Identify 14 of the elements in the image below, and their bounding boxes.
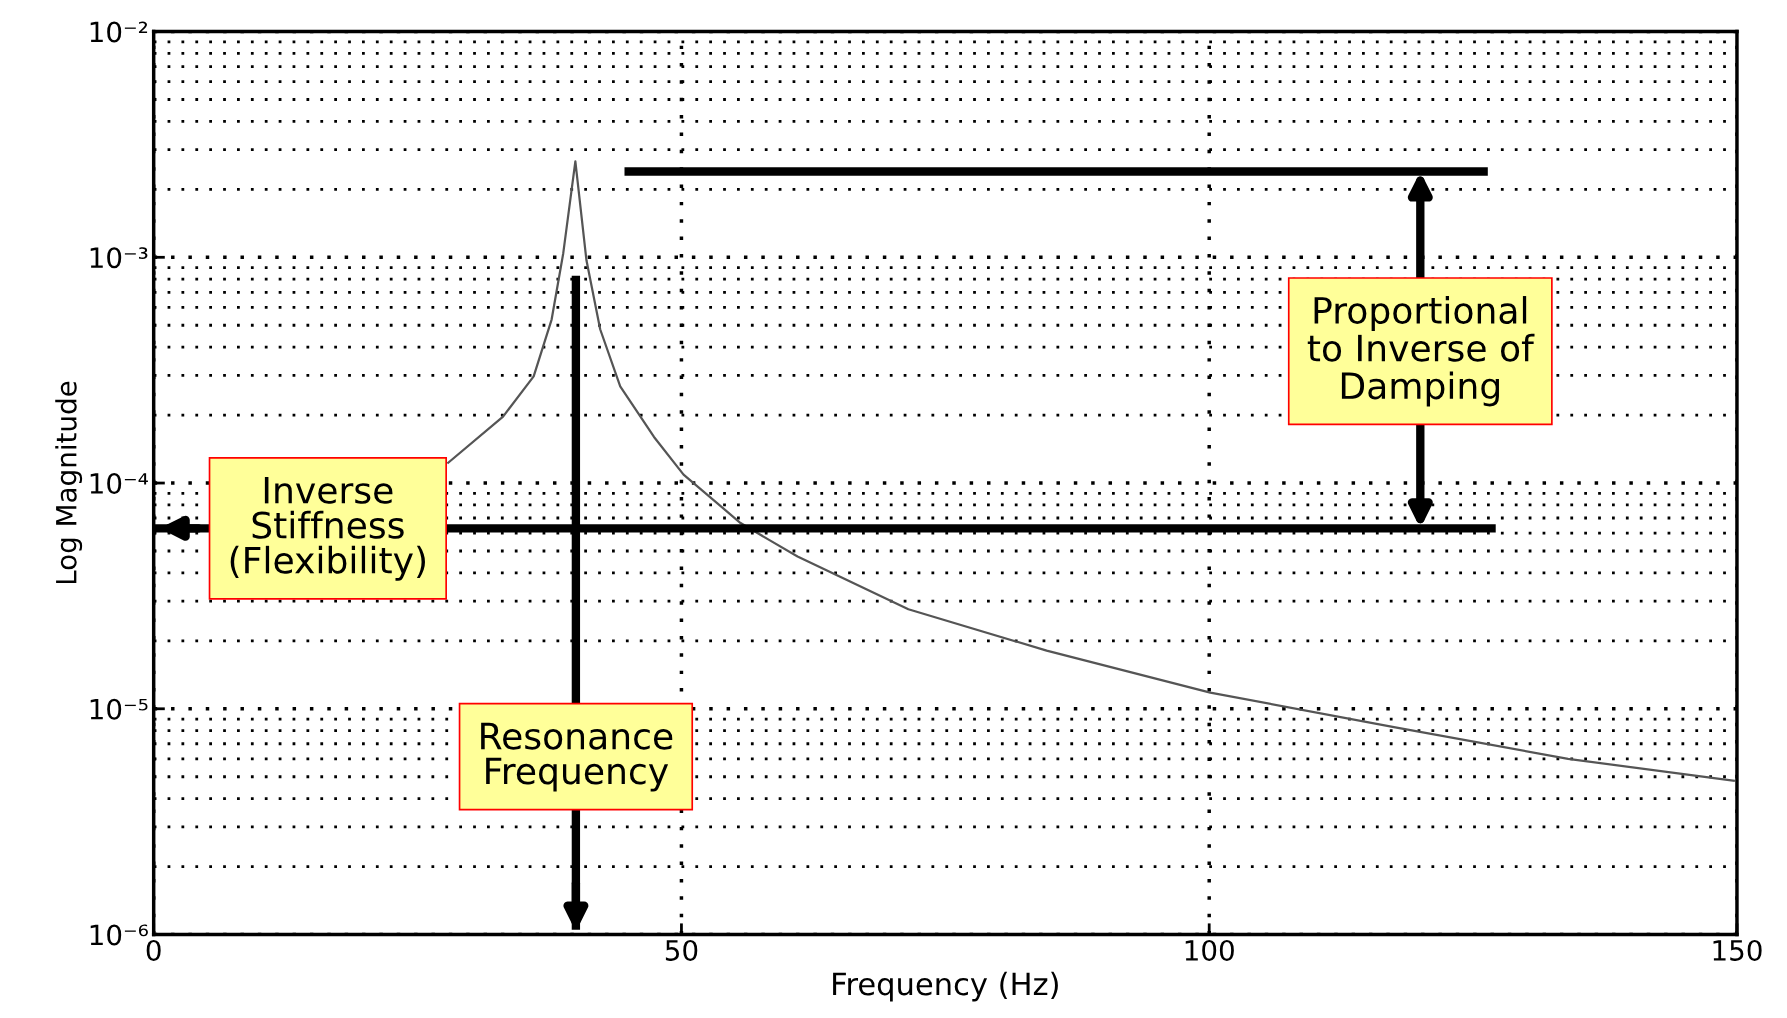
ref-line-label: Resonance Frequency (481, 722, 673, 792)
x-tick-label: 0 (146, 939, 161, 961)
y-tick-label: 10⁻² (90, 21, 148, 43)
ref-line-label: Inverse Stiffness (Flexibility) (230, 477, 425, 581)
y-axis-title: Log Magnitude (55, 381, 83, 584)
y-tick-label: 10⁻⁴ (90, 472, 148, 494)
x-tick-label: 150 (1713, 939, 1762, 961)
annotation: Proportional to Inverse of Damping (1307, 296, 1535, 407)
x-axis-title: Frequency (Hz) (833, 971, 1058, 1002)
y-tick-label: 10⁻⁵ (90, 698, 148, 720)
y-tick-label: 10⁻⁶ (90, 924, 148, 946)
x-tick-label: 50 (665, 939, 698, 961)
y-tick-label: 10⁻³ (90, 247, 148, 269)
x-tick-label: 100 (1185, 939, 1234, 961)
